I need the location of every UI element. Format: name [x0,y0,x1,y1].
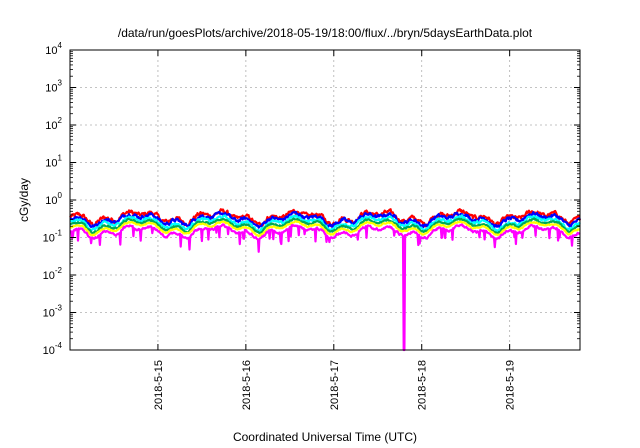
y-tick-label: 102 [45,116,62,132]
y-tick-label: 100 [45,191,62,207]
x-axis-label: Coordinated Universal Time (UTC) [233,430,417,444]
y-tick-label: 101 [45,154,62,170]
ticks: 10-4 10-3 10-2 10-1 100 101 102 103 104 2018-5-15… [43,41,580,410]
series-layer [69,208,582,352]
x-tick-label: 2018-5-15 [153,360,165,410]
y-tick-label: 10-3 [43,304,63,320]
x-tick-label: 2018-5-16 [241,360,253,410]
series-line [69,210,581,229]
x-tick-label: 2018-5-18 [417,360,429,410]
chart-title: /data/run/goesPlots/archive/2018-05-19/1… [118,26,533,40]
series-line [69,223,581,352]
y-tick-label: 104 [45,41,62,57]
y-axis-label: cGy/day [17,178,31,222]
y-tick-label: 10-1 [43,229,63,245]
x-tick-label: 2018-5-19 [505,360,517,410]
y-tick-label: 10-2 [43,266,63,282]
series-line [69,217,581,235]
x-tick-label: 2018-5-17 [329,360,341,410]
y-tick-label: 103 [45,79,62,95]
y-tick-label: 10-4 [43,341,63,357]
grid [70,50,580,350]
series-line [69,220,581,238]
